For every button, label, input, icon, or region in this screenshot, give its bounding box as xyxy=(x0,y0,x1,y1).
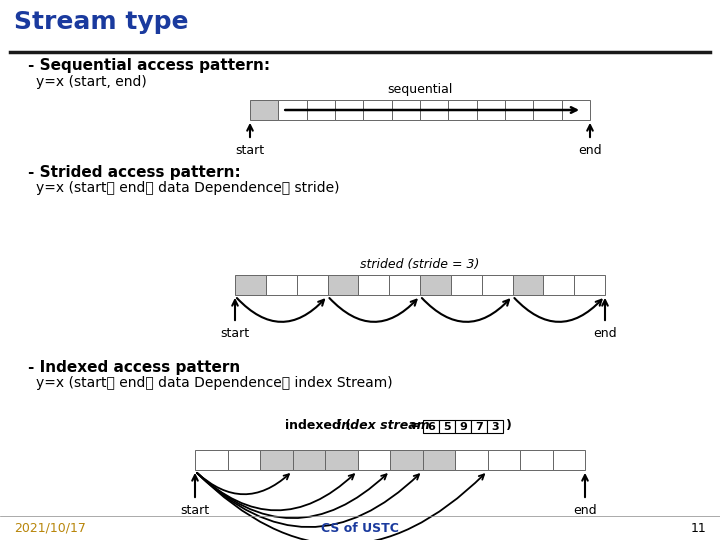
Bar xyxy=(420,275,451,295)
Bar xyxy=(520,450,552,470)
Text: sequential: sequential xyxy=(387,83,453,96)
FancyArrowPatch shape xyxy=(329,298,416,322)
Bar xyxy=(292,450,325,470)
Bar xyxy=(364,100,392,120)
Text: end: end xyxy=(573,504,597,517)
Bar xyxy=(358,450,390,470)
Bar xyxy=(266,275,297,295)
Bar xyxy=(250,100,279,120)
Bar xyxy=(392,100,420,120)
Bar xyxy=(420,100,449,120)
Text: start: start xyxy=(181,504,210,517)
FancyArrowPatch shape xyxy=(197,473,387,518)
Text: - Indexed access pattern: - Indexed access pattern xyxy=(28,360,240,375)
Bar xyxy=(455,450,487,470)
Bar xyxy=(423,450,455,470)
Bar xyxy=(552,450,585,470)
Bar xyxy=(505,100,534,120)
Bar xyxy=(513,275,544,295)
Bar xyxy=(307,100,335,120)
Bar xyxy=(487,420,503,433)
FancyArrowPatch shape xyxy=(422,298,509,322)
Bar xyxy=(235,275,266,295)
Text: indexed (: indexed ( xyxy=(285,419,351,432)
Bar xyxy=(482,275,513,295)
FancyArrowPatch shape xyxy=(197,473,354,510)
Bar xyxy=(335,100,364,120)
Bar xyxy=(471,420,487,433)
Bar xyxy=(544,275,574,295)
Bar xyxy=(390,275,420,295)
Text: - Sequential access pattern:: - Sequential access pattern: xyxy=(28,58,270,73)
Text: CS of USTC: CS of USTC xyxy=(321,522,399,535)
Text: strided (stride = 3): strided (stride = 3) xyxy=(360,258,480,271)
Text: start: start xyxy=(220,327,250,340)
Bar xyxy=(451,275,482,295)
Text: 3: 3 xyxy=(491,422,499,431)
Text: 6: 6 xyxy=(427,422,435,431)
Bar xyxy=(439,420,455,433)
Text: =: = xyxy=(410,419,420,432)
Text: y=x (start， end， data Dependence， stride): y=x (start， end， data Dependence， stride… xyxy=(36,181,340,195)
Bar xyxy=(279,100,307,120)
Text: 5: 5 xyxy=(444,422,451,431)
Bar xyxy=(574,275,605,295)
Text: y=x (start, end): y=x (start, end) xyxy=(36,75,147,89)
FancyArrowPatch shape xyxy=(197,473,484,540)
Text: end: end xyxy=(593,327,617,340)
Text: 9: 9 xyxy=(459,422,467,431)
Bar xyxy=(390,450,423,470)
Bar xyxy=(449,100,477,120)
Text: index stream: index stream xyxy=(337,419,430,432)
Bar xyxy=(228,450,260,470)
FancyArrowPatch shape xyxy=(514,298,601,322)
Text: 7: 7 xyxy=(475,422,483,431)
Bar xyxy=(195,450,228,470)
Bar xyxy=(423,420,439,433)
FancyArrowPatch shape xyxy=(197,473,289,494)
Text: y=x (start， end， data Dependence， index Stream): y=x (start， end， data Dependence， index … xyxy=(36,376,392,390)
Text: start: start xyxy=(235,144,264,157)
Bar xyxy=(477,100,505,120)
Text: - Strided access pattern:: - Strided access pattern: xyxy=(28,165,240,180)
Text: 2021/10/17: 2021/10/17 xyxy=(14,522,86,535)
Bar xyxy=(260,450,292,470)
Text: ): ) xyxy=(506,419,512,432)
Text: end: end xyxy=(578,144,602,157)
Bar xyxy=(328,275,359,295)
Text: Stream type: Stream type xyxy=(14,10,189,34)
Bar xyxy=(562,100,590,120)
Bar xyxy=(487,450,520,470)
Bar xyxy=(534,100,562,120)
FancyArrowPatch shape xyxy=(237,298,324,322)
Bar xyxy=(455,420,471,433)
Bar xyxy=(297,275,328,295)
Bar xyxy=(325,450,358,470)
Bar xyxy=(359,275,390,295)
FancyArrowPatch shape xyxy=(197,473,419,527)
Text: 11: 11 xyxy=(690,522,706,535)
